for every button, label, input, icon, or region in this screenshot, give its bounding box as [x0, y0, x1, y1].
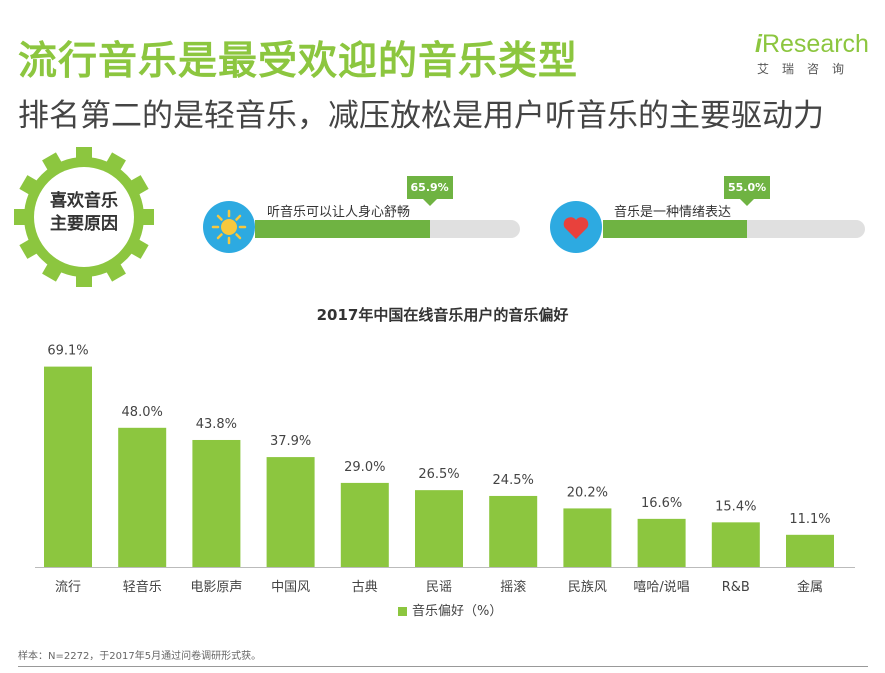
- tick-label-1: 轻音乐: [123, 579, 162, 595]
- tick-label-4: 古典: [352, 580, 378, 595]
- reasons-heading-line2: 主要原因: [50, 214, 118, 234]
- tick-label-9: R&B: [722, 580, 750, 595]
- heart-icon: [550, 201, 602, 253]
- bar-7: [563, 508, 612, 567]
- tick-label-5: 民谣: [426, 580, 452, 595]
- bar-chart: 69.1% 流行 48.0% 轻音乐 43.8% 电影原声 37.9% 中国风 29.0% 古典 2…: [35, 344, 855, 619]
- reason-2-fill: [603, 220, 748, 238]
- footer-divider: [18, 666, 868, 667]
- tick-label-3: 中国风: [271, 580, 310, 595]
- iresearch-logo: iResearch 艾瑞咨询: [755, 30, 875, 77]
- reason-1-fill: [255, 220, 430, 238]
- data-label-6: 24.5%: [493, 473, 534, 488]
- data-label-3: 37.9%: [270, 434, 311, 449]
- reason-1-value: 65.9%: [406, 176, 453, 206]
- tick-label-7: 民族风: [568, 579, 607, 595]
- data-label-5: 26.5%: [418, 467, 459, 482]
- logo-i: i: [755, 30, 762, 58]
- page-title: 流行音乐是最受欢迎的音乐类型: [18, 39, 579, 84]
- tick-label-6: 摇滚: [500, 579, 526, 595]
- bar-5: [415, 490, 463, 567]
- bar-4: [340, 482, 389, 567]
- sun-icon: [203, 201, 255, 253]
- bar-2: [192, 439, 241, 567]
- reason-1-label: 听音乐可以让人身心舒畅: [267, 205, 411, 220]
- data-label-10: 11.1%: [789, 512, 830, 527]
- bar-1: [118, 427, 167, 567]
- legend-swatch: [398, 607, 407, 616]
- tick-label-10: 金属: [797, 579, 823, 595]
- page-subtitle: 排名第二的是轻音乐，减压放松是用户听音乐的主要驱动力: [18, 98, 824, 134]
- legend-label: 音乐偏好（%）: [412, 603, 502, 619]
- tick-label-0: 流行: [55, 580, 81, 595]
- logo-brand: Research: [761, 30, 869, 58]
- bar-9: [711, 522, 760, 567]
- reasons-heading: 喜欢音乐 主要原因: [10, 190, 158, 236]
- data-label-9: 15.4%: [715, 499, 756, 514]
- reason-2-value: 55.0%: [724, 176, 771, 206]
- bar-8: [637, 518, 686, 567]
- data-label-0: 69.1%: [47, 344, 88, 359]
- data-label-7: 20.2%: [567, 485, 608, 500]
- data-label-4: 29.0%: [344, 460, 385, 475]
- tick-label-2: 电影原声: [190, 580, 242, 595]
- bar-6: [489, 495, 538, 567]
- footnote: 样本：N=2272，于2017年5月通过问卷调研形式获。: [18, 651, 262, 662]
- bar-10: [786, 534, 834, 567]
- tick-label-8: 嘻哈/说唱: [633, 580, 689, 595]
- bar-0: [44, 366, 92, 567]
- logo-subtitle: 艾瑞咨询: [757, 62, 858, 76]
- data-label-8: 16.6%: [641, 496, 682, 511]
- data-label-1: 48.0%: [122, 405, 163, 420]
- reasons-heading-line1: 喜欢音乐: [50, 191, 118, 211]
- gear-icon: [14, 147, 154, 287]
- reason-2-label: 音乐是一种情绪表达: [614, 205, 732, 220]
- data-label-2: 43.8%: [196, 417, 237, 432]
- bar-3: [266, 457, 315, 567]
- chart-title: 2017年中国在线音乐用户的音乐偏好: [316, 306, 569, 324]
